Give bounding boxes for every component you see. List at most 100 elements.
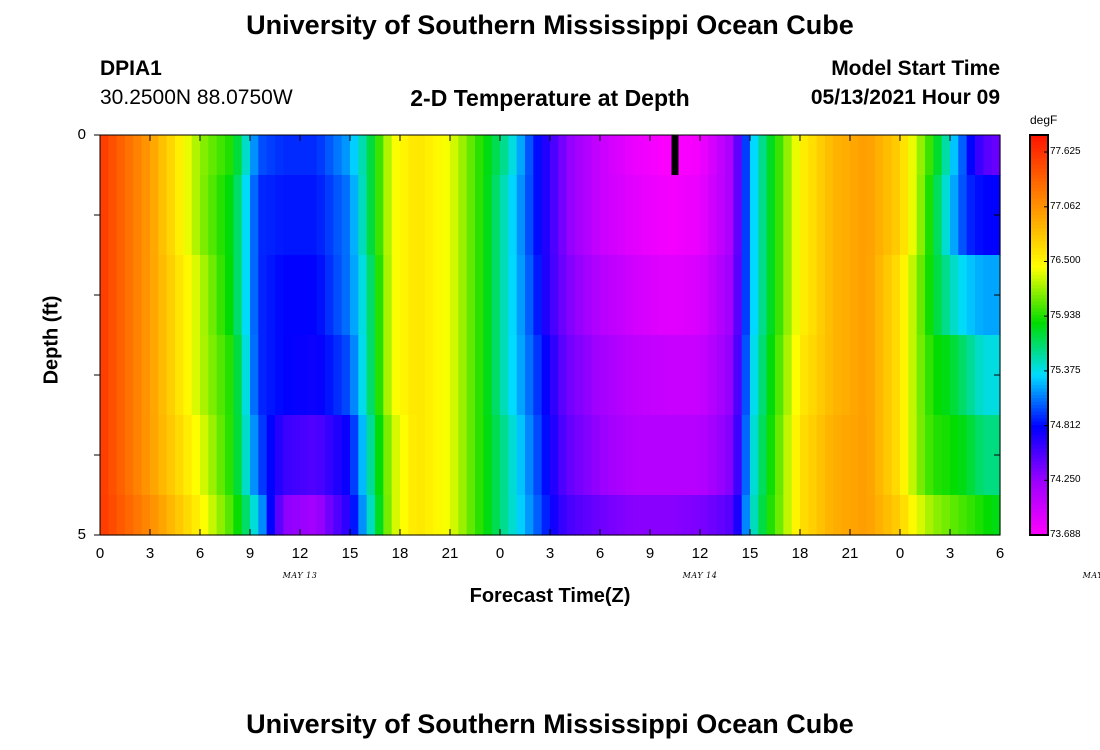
heatmap-cell [441, 495, 451, 536]
colorbar-segment [1030, 378, 1048, 383]
heatmap-cell [116, 415, 126, 496]
heatmap-cell [825, 415, 834, 496]
heatmap-cell [916, 335, 926, 416]
heatmap-cell [966, 255, 976, 336]
colorbar-segment [1030, 371, 1048, 376]
heatmap-cell [350, 135, 359, 176]
heatmap-cell [391, 135, 401, 176]
heatmap-cell [566, 255, 576, 336]
heatmap-cell [800, 495, 809, 536]
heatmap-cell [450, 135, 459, 176]
heatmap-cell [266, 415, 276, 496]
colorbar-segment [1030, 308, 1048, 313]
heatmap-cell [191, 175, 201, 256]
colorbar-segment [1030, 525, 1048, 529]
colorbar-segment [1030, 408, 1048, 413]
heatmap-cell [675, 335, 684, 416]
heatmap-cell [875, 495, 884, 536]
heatmap-cell [625, 415, 634, 496]
heatmap-cell [791, 335, 801, 416]
colorbar-segment [1030, 498, 1048, 503]
heatmap-cell [791, 255, 801, 336]
colorbar-tick-label: 77.062 [1050, 200, 1081, 212]
heatmap-cell [516, 495, 526, 536]
heatmap-cell [833, 335, 843, 416]
heatmap-cell [933, 415, 943, 496]
colorbar-segment [1030, 231, 1048, 236]
colorbar-segment [1030, 478, 1048, 483]
heatmap-cell [575, 135, 584, 176]
colorbar-segment [1030, 318, 1048, 323]
heatmap-cell [933, 495, 943, 536]
heatmap-cell [250, 175, 259, 256]
heatmap-cell [316, 335, 326, 416]
heatmap-cell [850, 255, 859, 336]
heatmap-cell [750, 135, 759, 176]
heatmap-cell [883, 255, 893, 336]
heatmap-cell [600, 415, 609, 496]
heatmap-cell [783, 135, 793, 176]
heatmap-cell [616, 175, 626, 256]
colorbar-segment [1030, 161, 1048, 166]
heatmap-cell [416, 335, 426, 416]
heatmap-cell [225, 175, 234, 256]
heatmap-cell [116, 335, 126, 416]
colorbar-tick-label: 77.625 [1050, 146, 1081, 158]
heatmap-cell [608, 335, 618, 416]
heatmap-cell [375, 255, 384, 336]
heatmap-cell [450, 335, 459, 416]
colorbar-segment [1030, 531, 1048, 536]
heatmap-cell [900, 495, 909, 536]
heatmap-cell [550, 135, 559, 176]
heatmap-cell [283, 255, 293, 336]
heatmap-cell [708, 135, 718, 176]
colorbar-segment [1030, 171, 1048, 176]
heatmap-cell [633, 135, 643, 176]
heatmap-cell [341, 255, 351, 336]
colorbar-segment [1030, 245, 1048, 249]
heatmap-cell [975, 175, 984, 256]
colorbar-segment [1030, 295, 1048, 299]
y-tick-label: 5 [77, 526, 86, 543]
heatmap-cell [708, 335, 718, 416]
heatmap-cell [458, 495, 468, 536]
heatmap-cell [675, 175, 684, 256]
heatmap-cell [183, 335, 193, 416]
heatmap-cell [750, 175, 759, 256]
heatmap-cell [966, 495, 976, 536]
colorbar-segment [1030, 155, 1048, 159]
heatmap-cell [608, 415, 618, 496]
colorbar-segment [1030, 321, 1048, 326]
colorbar-segment [1030, 301, 1048, 306]
heatmap-cell [225, 415, 234, 496]
heatmap-cell [783, 255, 793, 336]
heatmap-cell [216, 335, 226, 416]
x-axis-title: Forecast Time(Z) [469, 585, 631, 607]
heatmap-cell [916, 495, 926, 536]
heatmap-cell [808, 415, 818, 496]
heatmap-cell [775, 335, 784, 416]
heatmap-cell [366, 175, 376, 256]
heatmap-cell [533, 175, 543, 256]
colorbar-segment [1030, 418, 1048, 423]
colorbar-segment [1030, 485, 1048, 489]
heatmap-cell [975, 495, 984, 536]
heatmap-cell [916, 135, 926, 176]
heatmap-cell [891, 495, 901, 536]
heatmap-cell [808, 495, 818, 536]
colorbar-segment [1030, 388, 1048, 393]
heatmap-cell [841, 175, 851, 256]
heatmap-cell [291, 335, 301, 416]
heatmap-cell [866, 335, 876, 416]
heatmap-cell [633, 495, 643, 536]
colorbar-segment [1030, 151, 1048, 156]
colorbar-segment [1030, 165, 1048, 169]
colorbar-segment [1030, 225, 1048, 229]
colorbar-segment [1030, 198, 1048, 203]
heatmap-cell [116, 495, 126, 536]
page-title-top: University of Southern Mississippi Ocean… [246, 10, 854, 40]
heatmap-cell [408, 495, 418, 536]
heatmap-cell [600, 255, 609, 336]
heatmap-cell [483, 415, 493, 496]
heatmap-cell [141, 135, 151, 176]
